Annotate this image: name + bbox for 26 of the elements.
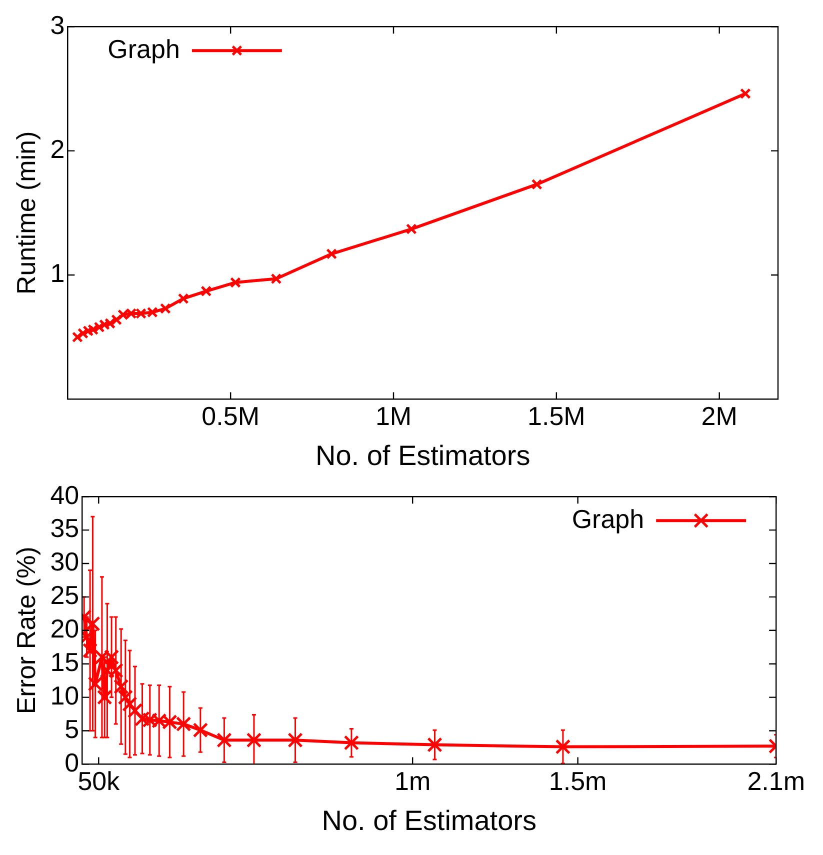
legend-label: Graph bbox=[108, 34, 180, 64]
y-tick-label: 35 bbox=[50, 513, 80, 544]
x-tick-label: 2.1m bbox=[747, 766, 806, 796]
x-tick-label: 2M bbox=[701, 400, 738, 431]
x-tick-label: 1m bbox=[394, 766, 431, 796]
x-axis-title: No. of Estimators bbox=[322, 804, 536, 836]
y-tick-label: 10 bbox=[50, 680, 80, 710]
y-axis-title: Runtime (min) bbox=[10, 131, 41, 295]
y-tick-label: 1 bbox=[50, 258, 65, 288]
x-tick-label: 0.5M bbox=[202, 400, 260, 431]
y-axis-title: Error Rate (%) bbox=[10, 546, 41, 714]
y-tick-label: 5 bbox=[64, 714, 80, 744]
y-tick-label: 2 bbox=[50, 134, 65, 164]
legend-label: Graph bbox=[572, 504, 644, 534]
x-tick-label: 1.5M bbox=[528, 400, 586, 431]
y-tick-label: 40 bbox=[50, 480, 80, 510]
y-tick-label: 30 bbox=[50, 546, 80, 577]
y-tick-label: 0 bbox=[64, 747, 80, 778]
y-tick-label: 15 bbox=[50, 647, 80, 678]
x-axis-title: No. of Estimators bbox=[315, 440, 530, 471]
x-tick-label: 1.5m bbox=[548, 766, 607, 796]
y-tick-label: 20 bbox=[50, 614, 80, 644]
x-tick-label: 50k bbox=[78, 766, 121, 796]
x-tick-label: 1M bbox=[375, 400, 412, 431]
y-tick-label: 3 bbox=[50, 10, 65, 40]
y-tick-label: 25 bbox=[50, 580, 80, 610]
